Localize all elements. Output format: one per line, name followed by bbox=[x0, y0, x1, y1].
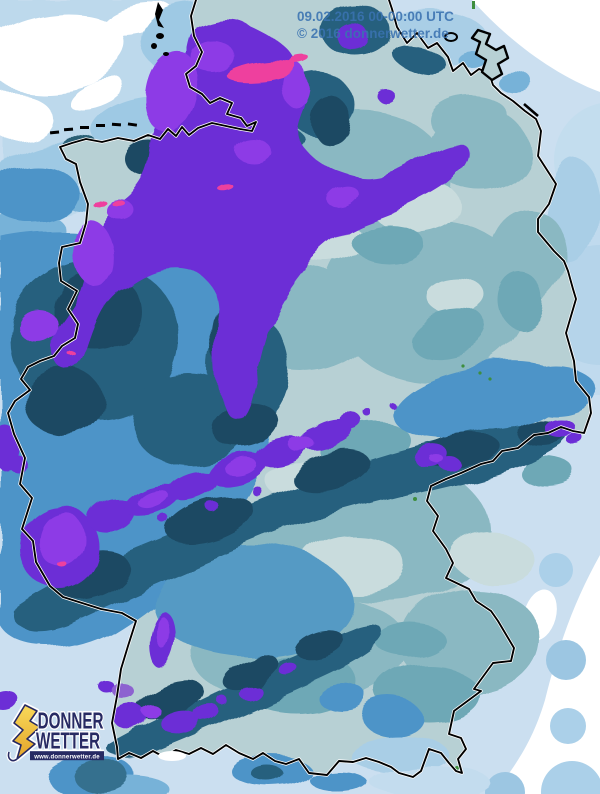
rain-intense-violet bbox=[18, 40, 443, 719]
lake-constance bbox=[158, 751, 186, 761]
rain-extreme-magenta bbox=[59, 56, 311, 569]
border-line bbox=[7, 0, 592, 778]
map-timestamp: 09.02.2016 00-00:00 UTC bbox=[297, 9, 454, 24]
outside-coverage bbox=[472, 0, 600, 794]
brand-logo: DONNER WETTER www.donnerwetter.de bbox=[6, 702, 105, 763]
ruegen-island bbox=[470, 28, 510, 82]
logo-banner bbox=[30, 751, 104, 761]
map-copyright: © 2016 donnerwetter.de bbox=[297, 26, 449, 41]
map-labels: 09.02.2016 00-00:00 UTC © 2016 donnerwet… bbox=[297, 9, 454, 41]
banner-top-edge bbox=[30, 749, 104, 752]
logo-word-donner: DONNER bbox=[38, 708, 104, 734]
east-frisian-islands bbox=[49, 122, 138, 135]
germany-border bbox=[6, 0, 593, 779]
logo-banner-url: www.donnerwetter.de bbox=[33, 754, 100, 760]
lightning-bolt-icon bbox=[12, 704, 41, 760]
islands bbox=[49, 2, 539, 761]
